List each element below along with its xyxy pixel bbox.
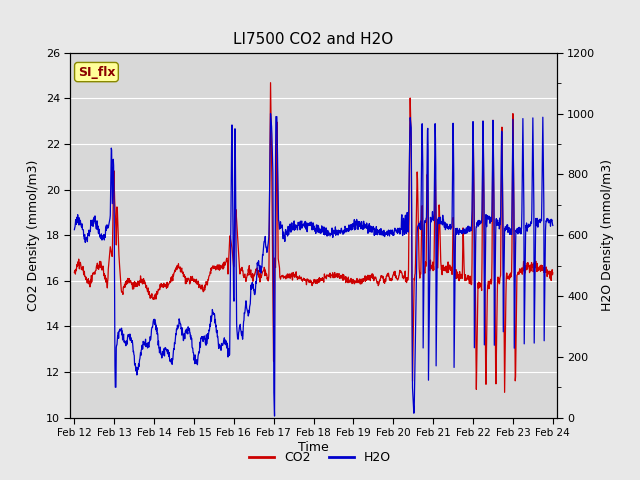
Text: SI_flx: SI_flx	[77, 66, 115, 79]
X-axis label: Time: Time	[298, 441, 329, 454]
Title: LI7500 CO2 and H2O: LI7500 CO2 and H2O	[234, 33, 394, 48]
Y-axis label: CO2 Density (mmol/m3): CO2 Density (mmol/m3)	[27, 159, 40, 311]
Legend: CO2, H2O: CO2, H2O	[244, 446, 396, 469]
Y-axis label: H2O Density (mmol/m3): H2O Density (mmol/m3)	[601, 159, 614, 311]
